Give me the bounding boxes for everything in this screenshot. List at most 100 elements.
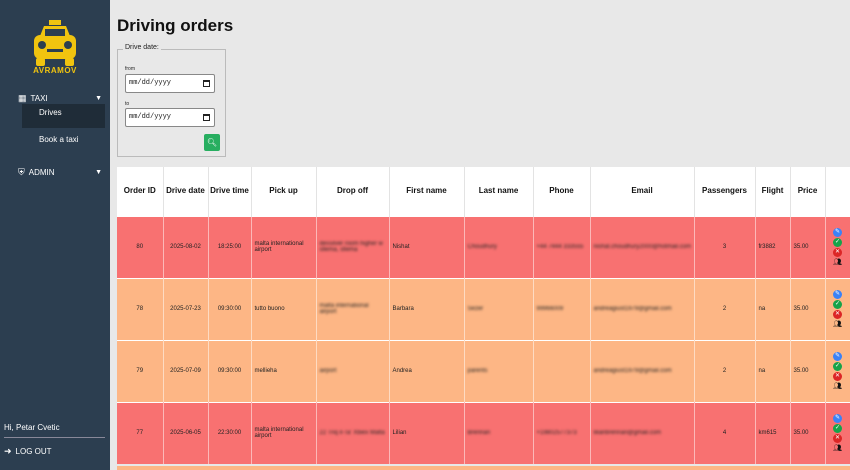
- cell-passengers-text: 3: [722, 244, 727, 250]
- cell-last-name: parents: [464, 339, 534, 402]
- edit-icon[interactable]: ✎: [833, 227, 842, 237]
- cell-actions: ✎ ✓ ✕ 👥︎: [825, 401, 850, 464]
- delete-icon[interactable]: ✕: [833, 371, 842, 381]
- cell-drop-off: malta international airport: [316, 277, 390, 340]
- cell-price-text: 35.00: [793, 368, 809, 374]
- cell-email: andreagiust1979@gmail.com: [590, 277, 695, 340]
- delete-icon[interactable]: ✕: [833, 247, 842, 257]
- sidebar-item-drives[interactable]: Drives: [22, 104, 105, 128]
- cell-drop-off-text: dessilver room higher w sliema, sliema: [319, 241, 383, 253]
- confirm-icon[interactable]: ✓: [833, 237, 842, 247]
- assign-driver-icon[interactable]: 👥︎: [833, 320, 842, 328]
- table-row[interactable]: 78 2025-07-23 09:30:00 tutto buono malta int…: [117, 277, 850, 340]
- header-actions: [825, 167, 850, 216]
- nav-taxi[interactable]: ▦ TAXI ▼: [18, 93, 106, 104]
- cell-passengers: 2: [694, 277, 756, 340]
- sidebar-item-book-a-taxi[interactable]: Book a taxi: [39, 135, 79, 144]
- to-date-value: mm/dd/yyyy: [129, 113, 172, 121]
- cell-actions: ✎ ✓ ✕ 👥︎: [825, 277, 850, 340]
- confirm-icon[interactable]: ✓: [833, 423, 842, 433]
- cell-actions: ✎ ✓ ✕ 👥︎: [825, 339, 850, 402]
- header-phone[interactable]: Phone: [533, 167, 591, 216]
- header-price[interactable]: Price: [790, 167, 826, 216]
- table-row[interactable]: 79 2025-07-09 09:30:00 mellieha airport Andre…: [117, 339, 850, 402]
- header-first-name[interactable]: First name: [389, 167, 465, 216]
- assign-driver-icon[interactable]: 👥︎: [833, 382, 842, 390]
- cell-pick-up: malta international airport: [251, 215, 317, 278]
- cell-price: 35.00: [790, 215, 826, 278]
- cell-flight: fr3882: [755, 215, 791, 278]
- table-row[interactable]: 77 2025-06-05 22:30:00 malta international …: [117, 401, 850, 464]
- header-last-name[interactable]: Last name: [464, 167, 534, 216]
- cell-flight: na: [755, 277, 791, 340]
- cell-first-name: Barbara: [389, 277, 465, 340]
- cell-passengers: 3: [694, 215, 756, 278]
- cell-last-name-text: parents: [467, 368, 488, 374]
- logout-link[interactable]: ➜ LOG OUT: [4, 446, 52, 457]
- taxi-logo-icon[interactable]: [30, 18, 80, 78]
- sidebar-divider: [4, 437, 105, 438]
- nav-admin[interactable]: ⛨ ADMIN ▼: [18, 167, 106, 178]
- confirm-icon[interactable]: ✓: [833, 361, 842, 371]
- edit-icon[interactable]: ✎: [833, 289, 842, 299]
- cell-flight-text: km615: [758, 430, 777, 437]
- cell-first-name-text: Lilian: [392, 430, 407, 437]
- calendar-icon[interactable]: [203, 80, 210, 87]
- delete-icon[interactable]: ✕: [833, 309, 842, 319]
- table-header-row: Order ID Drive date Drive time Pick up D…: [117, 167, 850, 216]
- cell-price-text: 35.00: [793, 306, 809, 312]
- row-actions: ✎ ✓ ✕ 👥︎: [829, 413, 847, 453]
- brand-name: AVRAMOV: [33, 66, 77, 75]
- table-row[interactable]: 80 2025-08-02 18:25:00 malta international …: [117, 215, 850, 278]
- cell-drive-time-text: 09:30:00: [217, 368, 242, 374]
- header-order-id[interactable]: Order ID: [117, 167, 164, 216]
- cell-drive-time: 18:25:00: [208, 215, 252, 278]
- cell-order-id: 79: [117, 339, 164, 402]
- header-flight[interactable]: Flight: [755, 167, 791, 216]
- cell-drive-date-text: 2025-07-23: [170, 306, 201, 312]
- cell-drop-off: dessilver room higher w sliema, sliema: [316, 215, 390, 278]
- from-label: from: [125, 66, 135, 72]
- assign-driver-icon[interactable]: 👥︎: [833, 444, 842, 452]
- cell-order-id-text: 78: [136, 306, 144, 312]
- header-email[interactable]: Email: [590, 167, 695, 216]
- cell-email-text: nishat.choudhury2000@hotmail.com: [593, 244, 691, 250]
- row-actions: ✎ ✓ ✕ 👥︎: [829, 227, 847, 267]
- cell-phone-text: +44 7444 333555: [536, 244, 584, 250]
- nav-admin-label: ADMIN: [28, 168, 55, 177]
- search-button[interactable]: 🔍︎: [204, 134, 220, 151]
- cell-drop-off: airport: [316, 339, 390, 402]
- edit-icon[interactable]: ✎: [833, 351, 842, 361]
- confirm-icon[interactable]: ✓: [833, 299, 842, 309]
- from-date-value: mm/dd/yyyy: [129, 79, 172, 87]
- sign-out-icon: ➜: [4, 446, 12, 456]
- to-date-input[interactable]: mm/dd/yyyy: [125, 108, 215, 127]
- cell-passengers-text: 4: [722, 430, 727, 437]
- cell-first-name-text: Andrea: [392, 368, 412, 374]
- date-filter: Drive date: from mm/dd/yyyy to mm/dd/yyy…: [117, 44, 226, 157]
- cell-first-name-text: Nishat: [392, 244, 410, 250]
- cell-email: nishat.choudhury2000@hotmail.com: [590, 215, 695, 278]
- assign-driver-icon[interactable]: 👥︎: [833, 258, 842, 266]
- cell-order-id: 78: [117, 277, 164, 340]
- cell-drop-off: 22 Triq il-Ta' Xbiex Malta: [316, 401, 390, 464]
- header-drive-date[interactable]: Drive date: [163, 167, 209, 216]
- cell-last-name: Brennan: [464, 401, 534, 464]
- delete-icon[interactable]: ✕: [833, 433, 842, 443]
- from-date-input[interactable]: mm/dd/yyyy: [125, 74, 215, 93]
- cell-pick-up-text: tutto buono: [254, 306, 285, 312]
- cell-pick-up-text: mellieha: [254, 368, 277, 374]
- header-passengers[interactable]: Passengers: [694, 167, 756, 216]
- header-drive-time[interactable]: Drive time: [208, 167, 252, 216]
- edit-icon[interactable]: ✎: [833, 413, 842, 423]
- header-pick-up[interactable]: Pick up: [251, 167, 317, 216]
- cell-pick-up-text: malta international airport: [254, 427, 304, 440]
- cell-passengers: 4: [694, 401, 756, 464]
- cell-drive-time-text: 09:30:00: [217, 306, 242, 312]
- nav-taxi-label: TAXI: [30, 94, 48, 103]
- cell-last-name-text: Brennan: [467, 430, 491, 437]
- logout-label: LOG OUT: [15, 447, 52, 456]
- calendar-icon[interactable]: [203, 114, 210, 121]
- sidebar: AVRAMOV ▦ TAXI ▼ Drives Book a taxi ⛨ AD…: [0, 0, 110, 470]
- header-drop-off[interactable]: Drop off: [316, 167, 390, 216]
